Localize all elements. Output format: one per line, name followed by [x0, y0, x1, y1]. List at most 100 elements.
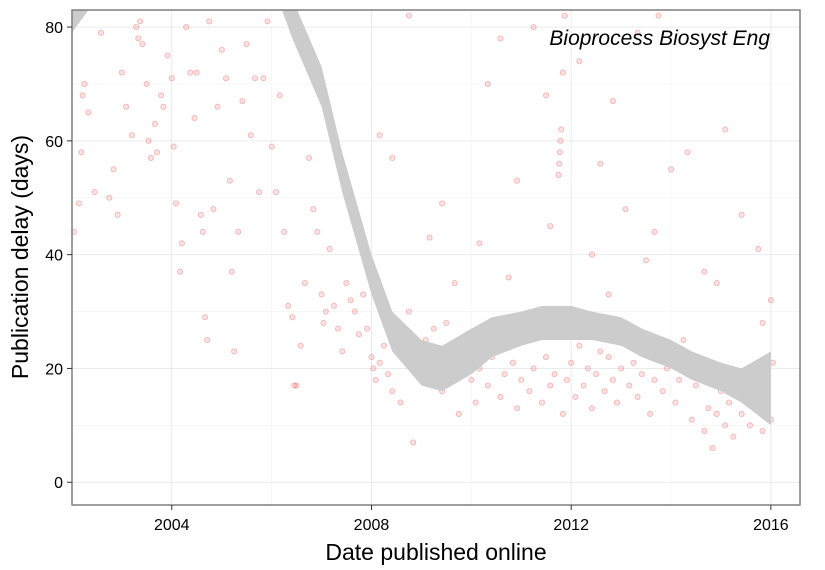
data-point [556, 160, 563, 167]
data-point [370, 365, 377, 372]
data-point [484, 80, 491, 88]
data-point [568, 359, 575, 366]
data-point [572, 393, 579, 400]
data-point [542, 354, 550, 361]
data-point [680, 336, 687, 344]
data-point [389, 388, 396, 395]
data-point [218, 46, 225, 53]
x-axis-ticks: 2004 2008 2012 2016 [154, 505, 789, 534]
data-point [210, 206, 217, 213]
data-point [314, 228, 321, 235]
data-point [368, 354, 375, 361]
data-point [172, 200, 180, 207]
data-point [722, 422, 729, 429]
data-point [609, 376, 616, 383]
data-point [730, 433, 737, 440]
data-point [759, 319, 766, 326]
data-point [203, 336, 211, 344]
data-point [247, 132, 254, 139]
data-point [597, 348, 604, 355]
data-point [320, 319, 327, 326]
data-point [634, 393, 641, 400]
data-point [360, 291, 367, 298]
data-point [145, 137, 152, 144]
data-point [405, 12, 412, 19]
data-point [738, 410, 745, 418]
data-point [231, 348, 238, 355]
data-point [376, 132, 383, 139]
data-point [597, 160, 604, 167]
data-point [557, 137, 564, 144]
data-point [439, 200, 446, 207]
data-point [202, 314, 209, 321]
data-point [618, 365, 625, 372]
data-point [305, 154, 313, 161]
data-point [289, 314, 296, 321]
data-point [561, 12, 568, 19]
data-point [558, 126, 565, 133]
data-point [199, 228, 206, 235]
data-point [79, 92, 86, 99]
y-tick-label: 40 [45, 248, 63, 265]
data-point [191, 115, 198, 122]
data-point [468, 376, 475, 383]
data-point [364, 325, 371, 332]
data-point [684, 149, 691, 156]
data-point [339, 348, 346, 355]
data-point [622, 206, 629, 213]
data-point [272, 189, 279, 196]
data-point [85, 109, 92, 116]
data-point [384, 371, 392, 378]
data-point [497, 35, 504, 42]
data-point [455, 410, 462, 418]
data-point [563, 376, 570, 383]
data-point [642, 257, 650, 264]
data-point [443, 319, 450, 326]
data-point [405, 308, 412, 315]
data-point [118, 69, 125, 76]
data-point [110, 166, 117, 173]
data-point [609, 97, 616, 105]
y-tick-label: 20 [45, 361, 63, 378]
data-point [580, 382, 587, 389]
y-tick-label: 0 [54, 475, 63, 492]
data-point [147, 154, 154, 161]
data-point [526, 388, 533, 395]
data-point [293, 382, 300, 389]
data-point [709, 445, 716, 452]
data-point [701, 268, 708, 275]
data-point [158, 92, 165, 99]
data-point [310, 206, 317, 213]
data-point [588, 251, 596, 258]
data-point [123, 103, 130, 110]
data-point [601, 388, 608, 395]
x-tick-label: 2012 [553, 517, 589, 534]
data-point [137, 18, 144, 25]
data-point [389, 154, 396, 161]
scatter-points [70, 12, 776, 452]
data-point [168, 75, 175, 82]
data-point [472, 399, 479, 406]
y-axis-title: Publication delay (days) [7, 135, 33, 379]
data-point [613, 399, 621, 406]
data-point [343, 280, 350, 287]
data-point [559, 410, 566, 418]
data-point [170, 143, 177, 150]
data-point [153, 149, 161, 156]
y-axis-ticks: 0 20 40 60 80 [45, 20, 72, 492]
smooth-band [72, 10, 771, 426]
data-point [630, 359, 637, 366]
data-point [197, 211, 204, 218]
data-point [497, 393, 504, 400]
data-point [276, 92, 283, 99]
data-point [291, 382, 298, 389]
data-point [133, 24, 140, 31]
data-point [514, 177, 521, 184]
data-point [509, 359, 517, 366]
annotation: Bioprocess Biosyst Eng [549, 27, 770, 50]
data-point [280, 228, 288, 235]
data-point [430, 325, 437, 332]
data-point [505, 274, 512, 281]
data-point [268, 143, 275, 150]
